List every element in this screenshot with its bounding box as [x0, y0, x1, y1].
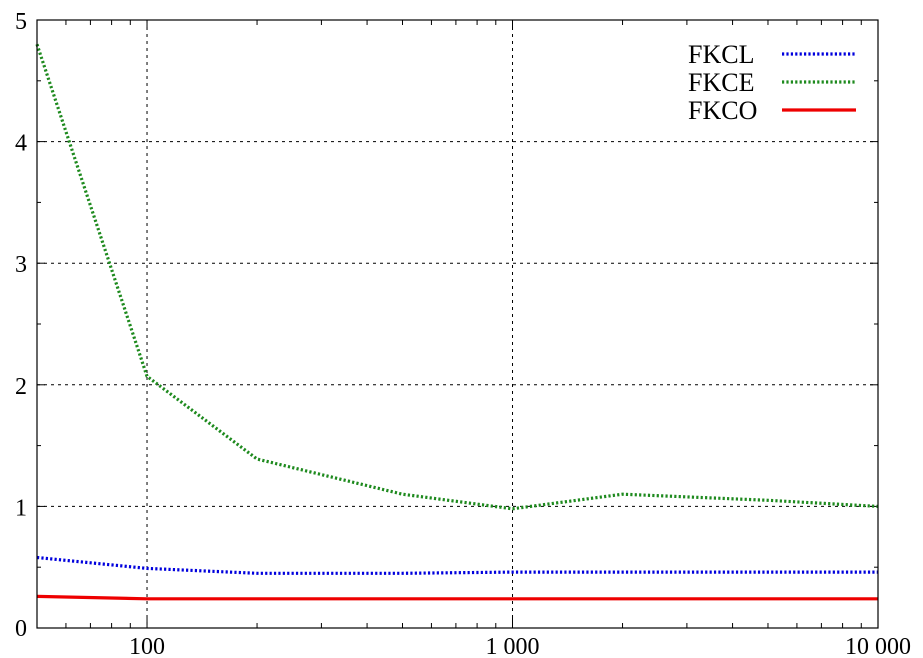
- series-line-fkco: [36, 594, 878, 601]
- series-line-fkce: [35, 43, 879, 511]
- x-tick-label: 100: [129, 634, 165, 658]
- legend-label-fkce: FKCE: [688, 68, 754, 97]
- x-tick-label: 1 000: [486, 634, 540, 658]
- series-lines: [35, 43, 879, 601]
- y-tick-label: 0: [15, 616, 27, 642]
- y-tick-label: 4: [15, 131, 27, 157]
- y-tick-label: 1: [15, 495, 27, 521]
- legend-label-fkco: FKCO: [688, 96, 757, 125]
- y-tick-label: 3: [15, 252, 27, 278]
- x-tick-label: 10 000: [845, 634, 911, 658]
- y-tick-label: 2: [15, 374, 27, 400]
- grid-lines: [37, 20, 878, 628]
- series-line-fkcl: [36, 555, 878, 575]
- y-tick-label: 5: [15, 9, 27, 35]
- legend-label-fkcl: FKCL: [688, 40, 754, 69]
- plot-frame: [36, 19, 879, 629]
- tick-labels: 0 1 2 3 4 5 100 1 000 10 000: [15, 9, 911, 658]
- legend-background: [683, 36, 863, 128]
- axis-ticks: [37, 19, 879, 629]
